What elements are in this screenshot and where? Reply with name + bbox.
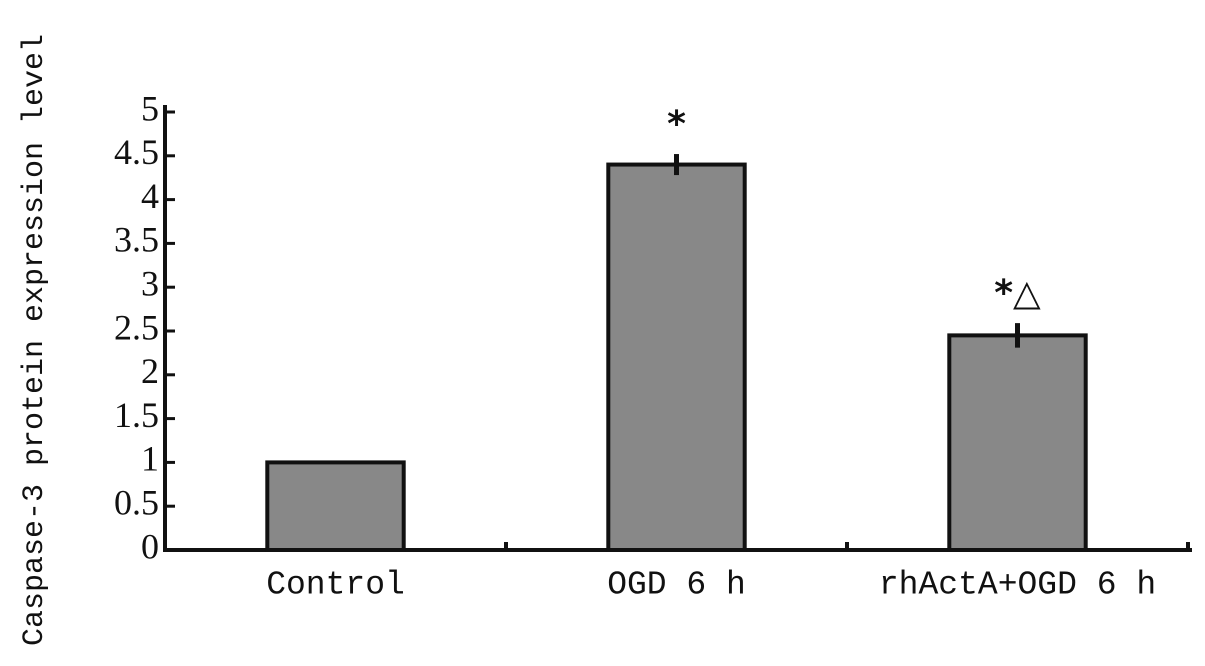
y-tick-label: 4.5 [114, 132, 159, 172]
y-axis-label: Caspase-3 protein expression level [18, 34, 52, 646]
x-tick-label: OGD 6 h [607, 567, 746, 604]
y-tick-label: 3.5 [114, 220, 159, 260]
bar [265, 460, 406, 552]
y-tick-label: 2.5 [114, 307, 159, 347]
y-tick-label: 2 [141, 351, 159, 391]
y-tick-label: 5 [141, 88, 159, 128]
x-tick-label: rhActA+OGD 6 h [879, 567, 1156, 604]
y-tick-label: 0 [141, 526, 159, 566]
bar [606, 162, 747, 552]
x-tick-label: Control [266, 567, 405, 604]
y-tick-label: 1.5 [114, 395, 159, 435]
annotation: * [667, 104, 686, 145]
y-tick-label: 3 [141, 263, 159, 303]
y-tick-label: 0.5 [114, 482, 159, 522]
y-tick-label: 4 [141, 176, 159, 216]
bar [947, 333, 1088, 552]
y-tick-label: 1 [141, 439, 159, 479]
annotation: *△ [994, 273, 1041, 314]
